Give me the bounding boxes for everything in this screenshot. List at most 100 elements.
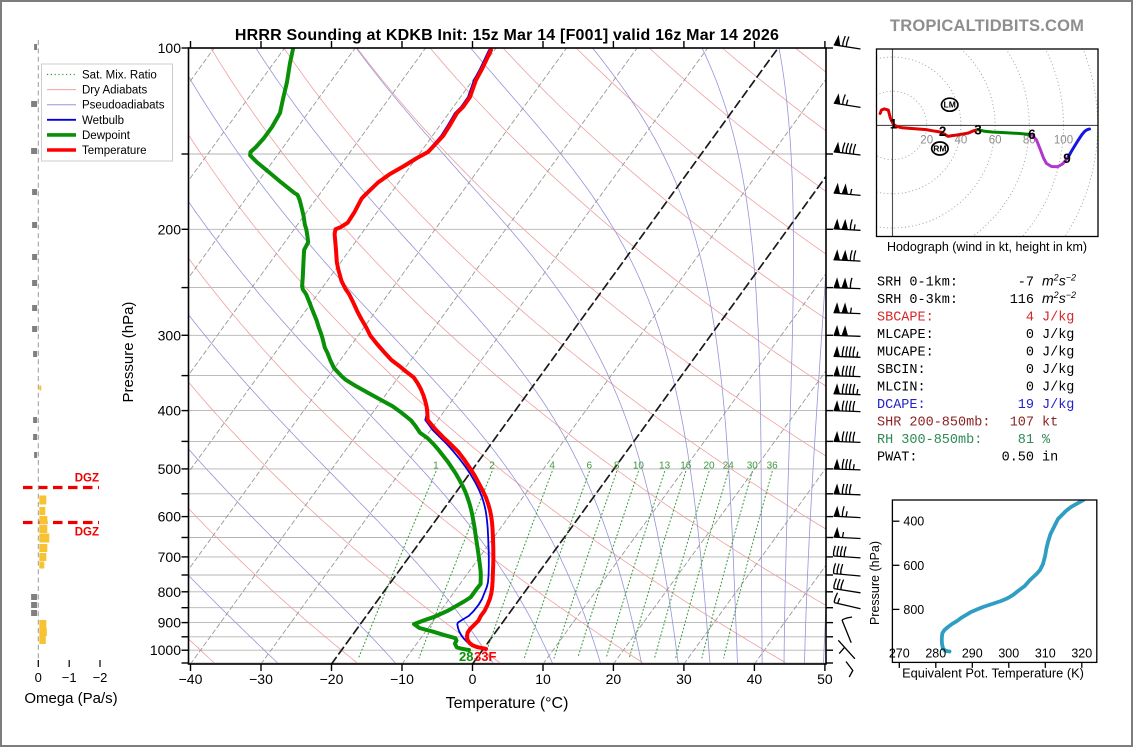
svg-text:800: 800 [158,584,182,600]
svg-text:MLCIN:: MLCIN: [877,381,926,396]
svg-text:Dry Adiabats: Dry Adiabats [82,85,147,97]
svg-text:J/kg: J/kg [1042,381,1074,396]
svg-text:in: in [1042,451,1058,466]
svg-text:30: 30 [747,461,759,472]
svg-text:J/kg: J/kg [1042,311,1074,326]
svg-text:280: 280 [925,647,946,661]
svg-text:40: 40 [747,671,763,687]
svg-text:SBCAPE:: SBCAPE: [877,311,934,326]
svg-text:SHR 200-850mb:: SHR 200-850mb: [877,416,990,431]
svg-text:81: 81 [1018,433,1034,448]
svg-text:−10: −10 [390,671,414,687]
svg-text:100: 100 [1054,135,1073,147]
svg-text:300: 300 [158,327,182,343]
svg-text:0: 0 [1026,363,1034,378]
svg-text:500: 500 [158,461,182,477]
svg-text:Dewpoint: Dewpoint [82,130,131,142]
svg-text:J/kg: J/kg [1042,363,1074,378]
svg-text:SRH 0-3km:: SRH 0-3km: [877,293,958,308]
svg-text:−30: −30 [249,671,273,687]
svg-text:9: 9 [1063,151,1071,166]
svg-text:DGZ: DGZ [75,527,99,539]
svg-text:DCAPE:: DCAPE: [877,398,926,413]
svg-text:10: 10 [535,671,551,687]
svg-text:20: 20 [920,135,933,147]
svg-text:Temperature (°C): Temperature (°C) [446,695,569,712]
svg-text:300: 300 [998,647,1019,661]
svg-text:0: 0 [1026,328,1034,343]
svg-text:0: 0 [469,671,477,687]
svg-text:−40: −40 [179,671,203,687]
svg-text:0: 0 [1026,346,1034,361]
svg-text:20: 20 [703,461,715,472]
svg-text:1000: 1000 [150,642,181,658]
svg-text:0: 0 [35,670,42,685]
svg-text:LM: LM [944,100,956,110]
svg-text:116: 116 [1010,293,1034,308]
svg-text:700: 700 [158,549,182,565]
svg-text:−20: −20 [320,671,344,687]
svg-text:Pressure (hPa): Pressure (hPa) [868,541,882,625]
svg-text:0.50: 0.50 [1002,451,1034,466]
svg-text:24: 24 [723,461,735,472]
svg-text:40: 40 [955,135,968,147]
svg-text:-7: -7 [1018,276,1034,291]
svg-text:30: 30 [676,671,692,687]
svg-text:Pressure (hPa): Pressure (hPa) [120,302,137,403]
svg-text:19: 19 [1018,398,1034,413]
svg-text:200: 200 [158,221,182,237]
svg-text:270: 270 [889,647,910,661]
svg-text:Equivalent Pot. Temperature (K: Equivalent Pot. Temperature (K) [902,666,1084,681]
svg-text:320: 320 [1071,647,1092,661]
svg-text:4: 4 [549,461,555,472]
svg-text:−2: −2 [93,670,108,685]
svg-text:100: 100 [158,40,182,56]
svg-text:HRRR Sounding at KDKB Init: 15: HRRR Sounding at KDKB Init: 15z Mar 14 [… [235,27,779,44]
svg-text:60: 60 [989,135,1002,147]
svg-text:16: 16 [680,461,692,472]
svg-text:kt: kt [1042,416,1058,431]
svg-text:Wetbulb: Wetbulb [82,115,124,127]
svg-text:PWAT:: PWAT: [877,451,918,466]
svg-text:600: 600 [158,509,182,525]
svg-text:Omega (Pa/s): Omega (Pa/s) [24,690,117,707]
svg-text:2: 2 [939,124,947,139]
svg-text:RH 300-850mb:: RH 300-850mb: [877,433,982,448]
svg-text:J/kg: J/kg [1042,328,1074,343]
svg-text:1: 1 [890,117,898,132]
svg-text:400: 400 [158,403,182,419]
svg-text:SBCIN:: SBCIN: [877,363,926,378]
svg-text:900: 900 [158,615,182,631]
svg-text:J/kg: J/kg [1042,398,1074,413]
svg-text:−1: −1 [62,670,77,685]
svg-text:28: 28 [459,649,473,664]
svg-text:Sat. Mix. Ratio: Sat. Mix. Ratio [82,70,157,82]
svg-text:RM: RM [933,144,946,154]
svg-text:107: 107 [1010,416,1034,431]
svg-text:4: 4 [1026,311,1034,326]
svg-text:1: 1 [433,461,439,472]
svg-text:600: 600 [903,559,924,573]
svg-text:3: 3 [974,123,982,138]
svg-text:310: 310 [1035,647,1056,661]
svg-text:MLCAPE:: MLCAPE: [877,328,934,343]
svg-text:Pseudoadiabats: Pseudoadiabats [82,100,165,112]
svg-text:TROPICALTIDBITS.COM: TROPICALTIDBITS.COM [890,17,1084,35]
svg-text:Hodograph (wind in kt, height: Hodograph (wind in kt, height in km) [887,240,1087,254]
svg-text:400: 400 [903,515,924,529]
svg-text:%: % [1042,433,1051,448]
svg-text:10: 10 [633,461,645,472]
svg-text:0: 0 [1026,381,1034,396]
svg-text:J/kg: J/kg [1042,346,1074,361]
svg-text:6: 6 [1028,127,1036,142]
svg-text:33F: 33F [474,649,496,664]
svg-text:DGZ: DGZ [75,473,99,485]
svg-text:2: 2 [489,461,495,472]
svg-text:MUCAPE:: MUCAPE: [877,346,934,361]
svg-text:6: 6 [587,461,593,472]
svg-text:Temperature: Temperature [82,145,147,157]
svg-text:20: 20 [606,671,622,687]
svg-text:SRH 0-1km:: SRH 0-1km: [877,276,958,291]
svg-text:8: 8 [614,461,620,472]
svg-text:36: 36 [767,461,779,472]
